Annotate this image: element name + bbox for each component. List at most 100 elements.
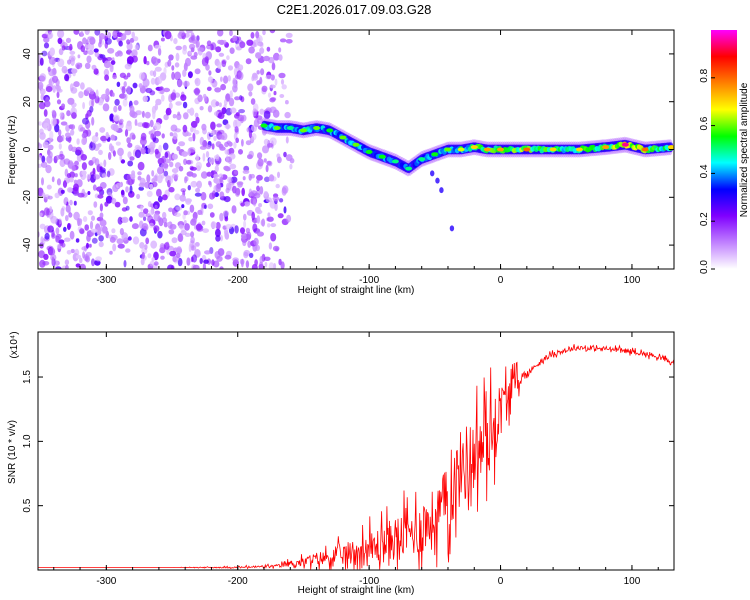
spectrogram-noise-cell bbox=[77, 192, 85, 198]
spectrogram-noise-cell bbox=[199, 258, 203, 264]
spectrogram-noise-cell bbox=[126, 56, 134, 65]
spectrogram-noise-cell bbox=[149, 70, 154, 76]
spectrogram-noise-cell bbox=[79, 263, 86, 269]
spectrogram-noise-cell bbox=[224, 254, 232, 260]
spectrogram-noise-cell bbox=[190, 34, 196, 42]
spectrogram-noise-cell bbox=[232, 257, 239, 262]
spectrogram-noise-cell bbox=[164, 151, 169, 159]
spectrogram-noise-cell bbox=[109, 64, 114, 73]
spectrogram-noise-cell bbox=[216, 123, 223, 128]
spectrogram-noise-cell bbox=[93, 201, 98, 208]
spectrogram-noise-cell bbox=[127, 236, 132, 241]
spectrogram-noise-cell bbox=[56, 91, 60, 99]
spectrogram-noise-cell bbox=[270, 74, 275, 81]
spectrogram-noise-cell bbox=[174, 71, 182, 81]
spectrogram-noise-cell bbox=[275, 183, 280, 189]
spectrogram-noise-cell bbox=[280, 261, 285, 269]
spectrogram-noise-cell bbox=[57, 58, 65, 68]
spectrogram-noise-cell bbox=[210, 42, 217, 51]
spectrogram-noise-cell bbox=[117, 216, 123, 225]
spectrogram-noise-cell bbox=[159, 247, 166, 254]
spectrogram-ridge-point bbox=[641, 147, 649, 152]
spectrogram-noise-cell bbox=[58, 48, 64, 56]
spectrogram-noise-cell bbox=[153, 251, 159, 261]
spectrogram-noise-cell bbox=[260, 68, 265, 76]
spectrogram-noise-cell bbox=[56, 99, 62, 105]
spectrogram-noise-cell bbox=[129, 185, 133, 194]
spectrogram-noise-cell bbox=[47, 225, 54, 233]
spectrogram-noise-cell bbox=[279, 198, 284, 203]
spectrogram-ridge-point bbox=[339, 135, 347, 140]
spectrogram-noise-cell bbox=[214, 165, 219, 173]
spectrogram-noise-cell bbox=[250, 32, 255, 39]
spectrogram-noise-cell bbox=[230, 107, 237, 114]
spectrogram-noise-cell bbox=[123, 75, 129, 80]
spectrogram-noise-cell bbox=[51, 109, 56, 115]
spectrogram-noise-cell bbox=[176, 246, 183, 255]
spectrogram-noise-cell bbox=[265, 74, 273, 80]
spectrogram-noise-cell bbox=[86, 55, 92, 64]
spectrogram-noise-cell bbox=[182, 101, 188, 109]
spectrogram-ridge-point bbox=[457, 147, 465, 152]
spectrogram-noise-cell bbox=[268, 56, 275, 64]
spectrogram-noise-cell bbox=[74, 248, 80, 257]
spectrogram-noise-cell bbox=[222, 210, 229, 217]
spectrogram-noise-cell bbox=[213, 135, 217, 141]
spectrogram-noise-cell bbox=[74, 173, 78, 178]
spectrogram-noise-cell bbox=[252, 73, 259, 81]
spectrogram-noise-cell bbox=[150, 77, 156, 85]
spectrogram-ridge-point bbox=[313, 126, 321, 130]
spectrogram-noise-cell bbox=[273, 90, 277, 96]
spectrogram-noise-cell bbox=[60, 189, 65, 194]
spectrogram-noise-cell bbox=[55, 266, 62, 269]
spectrogram-noise-cell bbox=[185, 160, 192, 165]
spectrogram-noise-cell bbox=[251, 133, 257, 141]
spectrogram-noise-cell bbox=[82, 117, 89, 125]
spectrogram-noise-cell bbox=[154, 103, 158, 111]
spectrogram-noise-cell bbox=[229, 30, 233, 37]
spectrogram-noise-cell bbox=[228, 97, 235, 107]
spectrogram-noise-cell bbox=[127, 143, 132, 149]
spectrogram-noise-cell bbox=[143, 56, 147, 65]
spectrogram-noise-cell bbox=[175, 206, 183, 211]
spectrogram-noise-cell bbox=[89, 37, 96, 45]
spectrogram-noise-cell bbox=[218, 102, 222, 107]
spectrogram-noise-cell bbox=[38, 121, 42, 126]
spectrogram-noise-cell bbox=[170, 124, 178, 132]
spectrogram-noise-cell bbox=[220, 76, 223, 82]
spectrogram-noise-cell bbox=[194, 242, 200, 247]
spectrogram-noise-cell bbox=[95, 89, 99, 98]
spectrogram-noise-cell bbox=[168, 207, 173, 213]
spectrogram-ridge-point bbox=[391, 159, 399, 164]
spectrogram-noise-cell bbox=[226, 55, 230, 61]
spectrogram-noise-cell bbox=[73, 183, 79, 192]
spectrogram-ridge-point bbox=[365, 149, 373, 154]
spectrogram-noise-cell bbox=[263, 138, 269, 146]
spectrogram-ridge-point bbox=[299, 128, 307, 133]
spectrogram-noise-cell bbox=[66, 110, 71, 117]
spectrogram-noise-cell bbox=[247, 154, 253, 160]
spectrogram-xtick-label: -100 bbox=[359, 275, 379, 286]
spectrogram-noise-cell bbox=[191, 173, 197, 178]
spectrogram-noise-cell bbox=[139, 242, 145, 249]
spectrogram-noise-cell bbox=[101, 173, 107, 178]
spectrogram-noise-cell bbox=[63, 226, 67, 232]
spectrogram-noise-cell bbox=[256, 215, 261, 224]
spectrogram-noise-cell bbox=[116, 50, 122, 55]
spectrogram-noise-cell bbox=[235, 187, 241, 196]
spectrogram-noise-cell bbox=[129, 156, 135, 161]
spectrogram-noise-cell bbox=[209, 212, 215, 218]
spectrogram-noise-cell bbox=[94, 95, 100, 104]
spectrogram-noise-cell bbox=[175, 252, 181, 259]
spectrogram-noise-cell bbox=[238, 109, 246, 114]
colorbar-gradient bbox=[711, 30, 737, 269]
spectrogram-noise-cell bbox=[122, 98, 128, 107]
spectrogram-noise-cell bbox=[153, 175, 158, 182]
spectrogram-noise-cell bbox=[240, 227, 245, 235]
spectrogram-noise-cell bbox=[48, 151, 53, 159]
spectrogram-noise-cell bbox=[233, 169, 239, 175]
spectrogram-noise-cell bbox=[45, 96, 50, 104]
spectrogram-noise-cell bbox=[174, 193, 181, 201]
spectrogram-noise-cell bbox=[64, 237, 71, 242]
spectrogram-ytick-label: -40 bbox=[22, 237, 33, 252]
